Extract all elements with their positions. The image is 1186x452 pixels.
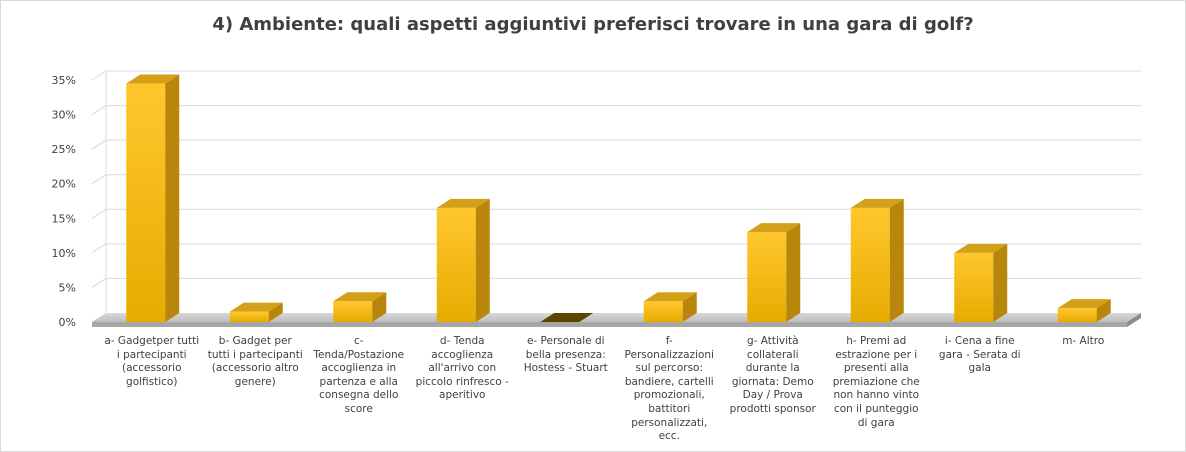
x-tick-label: e- Personale di bella presenza: Hostess …	[523, 335, 608, 375]
bars	[126, 74, 1111, 322]
bar-front	[643, 301, 683, 322]
bar-front	[333, 301, 373, 322]
y-tick-label: 25%	[52, 143, 76, 156]
bar-side	[475, 198, 490, 322]
x-tick-label: g- Attività collaterali durante la giorn…	[729, 335, 816, 415]
bar	[126, 74, 180, 322]
bar-side	[372, 292, 387, 322]
bar	[850, 198, 904, 322]
y-tick-label: 5%	[59, 281, 76, 294]
bar	[954, 243, 1008, 322]
bar-side	[165, 74, 180, 322]
bar-top	[747, 223, 801, 233]
x-tick-label: a- Gadgetper tutti i partecipanti (acces…	[104, 335, 200, 388]
bar	[333, 292, 387, 322]
gridline	[91, 70, 1141, 81]
bar	[436, 198, 490, 322]
gridline	[91, 105, 1141, 115]
bar-top	[1057, 299, 1111, 309]
bar	[643, 292, 697, 322]
y-tick-label: 15%	[52, 212, 76, 225]
y-tick-label: 30%	[52, 109, 76, 122]
floor-side	[1127, 313, 1141, 327]
gridline	[91, 139, 1141, 150]
bar-side	[268, 302, 283, 322]
bar-side	[682, 292, 697, 322]
gridline	[91, 208, 1141, 219]
bar-front	[1057, 308, 1097, 322]
x-tick-label: b- Gadget per tutti i partecipanti (acce…	[207, 335, 303, 388]
bar-front	[850, 207, 890, 322]
gridlines	[91, 70, 1141, 313]
y-tick-label: 20%	[52, 178, 76, 191]
chart-title: 4) Ambiente: quali aspetti aggiuntivi pr…	[212, 14, 974, 35]
bar-top	[954, 243, 1008, 253]
x-tick-label: f- Personalizzazioni sul percorso: bandi…	[624, 335, 714, 443]
bar-front	[436, 207, 476, 322]
y-tick-label: 0%	[59, 316, 76, 329]
x-tick-label: h- Premi ad estrazione per i presenti al…	[832, 335, 920, 429]
bar-top	[126, 74, 180, 84]
bar-front	[747, 232, 787, 322]
x-tick-label: m- Altro	[1062, 335, 1105, 347]
y-tick-label: 10%	[52, 247, 76, 260]
bar-top	[643, 292, 697, 302]
y-axis: 0% 5% 10% 15% 20% 25% 30% 35%	[52, 74, 76, 329]
bar	[540, 313, 594, 322]
bar-side	[993, 243, 1008, 322]
bar-top	[229, 302, 283, 312]
bar-front	[954, 252, 994, 322]
bar	[1057, 299, 1111, 322]
floor-front	[92, 322, 1127, 327]
bar-top	[850, 198, 904, 208]
bar-top	[333, 292, 387, 302]
bar	[229, 302, 283, 322]
x-tick-label: c- Tenda/Postazione accoglienza in parte…	[313, 335, 405, 415]
bar	[747, 223, 801, 322]
bar-top	[436, 198, 490, 208]
gridline	[91, 174, 1141, 185]
bar-side	[889, 198, 904, 322]
bar-side	[1096, 299, 1111, 322]
bar-front	[126, 83, 166, 322]
bar-top	[540, 313, 594, 322]
bar-front	[229, 311, 269, 322]
y-tick-label: 35%	[52, 74, 76, 87]
x-tick-label: d- Tenda accoglienza all'arrivo con picc…	[415, 335, 509, 402]
x-tick-label: i- Cena a fine gara - Serata di gala	[938, 335, 1021, 375]
bar-side	[786, 223, 801, 322]
